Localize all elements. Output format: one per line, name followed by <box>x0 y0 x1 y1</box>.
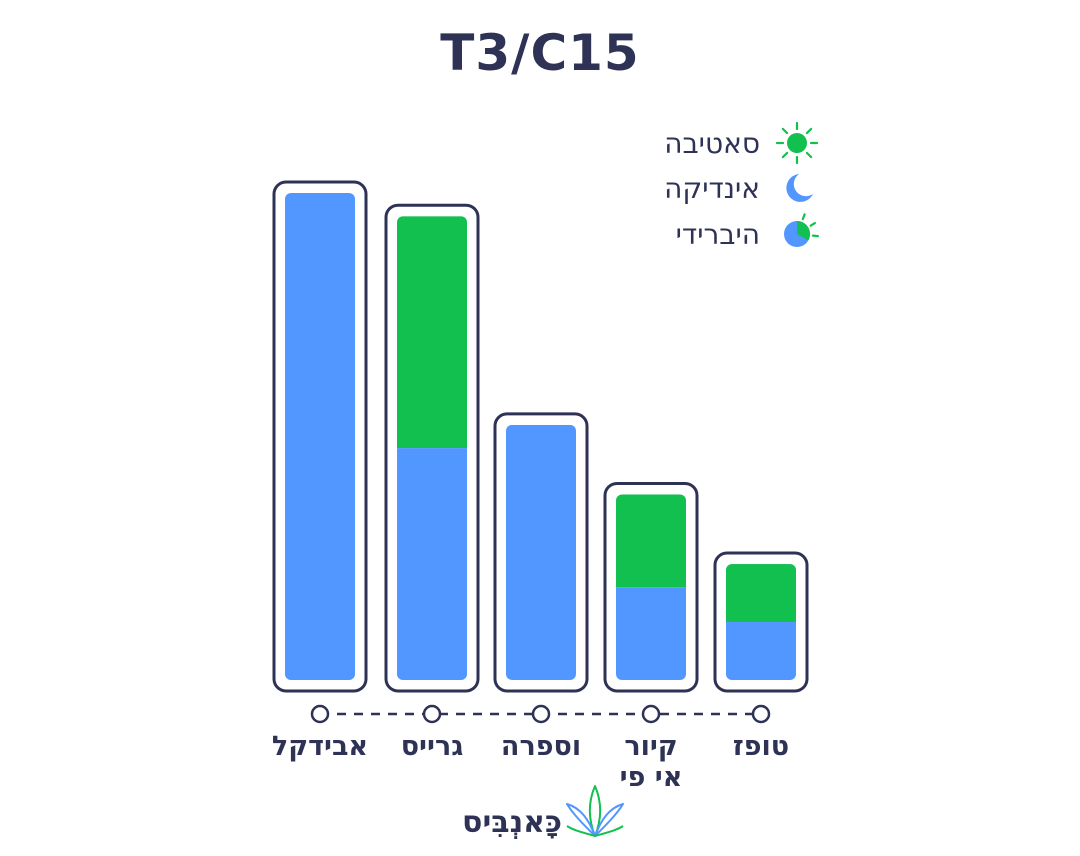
axis-tick-circle <box>422 704 442 724</box>
axis-tick-circle <box>531 704 551 724</box>
bar-segment-indica <box>285 193 355 680</box>
sun-icon <box>775 121 819 165</box>
bar-segment-indica <box>616 587 686 680</box>
axis-tick-circle <box>641 704 661 724</box>
bar-group <box>272 180 368 693</box>
category-label: גרייס <box>401 731 464 762</box>
bar-segment-indica <box>506 424 576 680</box>
legend-item: סאטיבה <box>664 121 819 165</box>
bars-group <box>272 180 809 693</box>
brand-logo: כָּאנְבִּיס <box>462 785 624 840</box>
bar-group <box>713 551 809 693</box>
chart-title: T3/C15 <box>440 24 640 82</box>
legend-item: היברידי <box>676 213 819 251</box>
bar-segment-indica <box>397 448 467 680</box>
category-label: טופז <box>733 731 789 762</box>
axis-tick-circle <box>751 704 771 724</box>
moon-icon <box>786 174 813 202</box>
brand-name: כָּאנְבִּיס <box>462 805 562 840</box>
legend-label: סאטיבה <box>664 127 760 160</box>
bar-segment-sativa <box>397 216 467 449</box>
category-label: אי פי <box>620 762 683 793</box>
legend: סאטיבה אינדיקה היברידי <box>664 121 819 251</box>
hybrid-icon <box>784 213 819 247</box>
bar-group <box>603 481 699 693</box>
category-label: וספרה <box>501 731 581 762</box>
bar-group <box>384 203 480 693</box>
legend-label: אינדיקה <box>664 172 760 205</box>
bar-group <box>493 412 589 693</box>
legend-label: היברידי <box>676 218 760 251</box>
axis-tick-circle <box>310 704 330 724</box>
bar-segment-indica <box>726 622 796 680</box>
bar-segment-sativa <box>616 494 686 588</box>
category-label: קיור <box>624 731 677 762</box>
bar-segment-sativa <box>726 564 796 623</box>
cannabis-leaf-icon <box>566 785 624 837</box>
category-label: אבידקל <box>272 731 368 762</box>
legend-item: אינדיקה <box>664 172 813 205</box>
